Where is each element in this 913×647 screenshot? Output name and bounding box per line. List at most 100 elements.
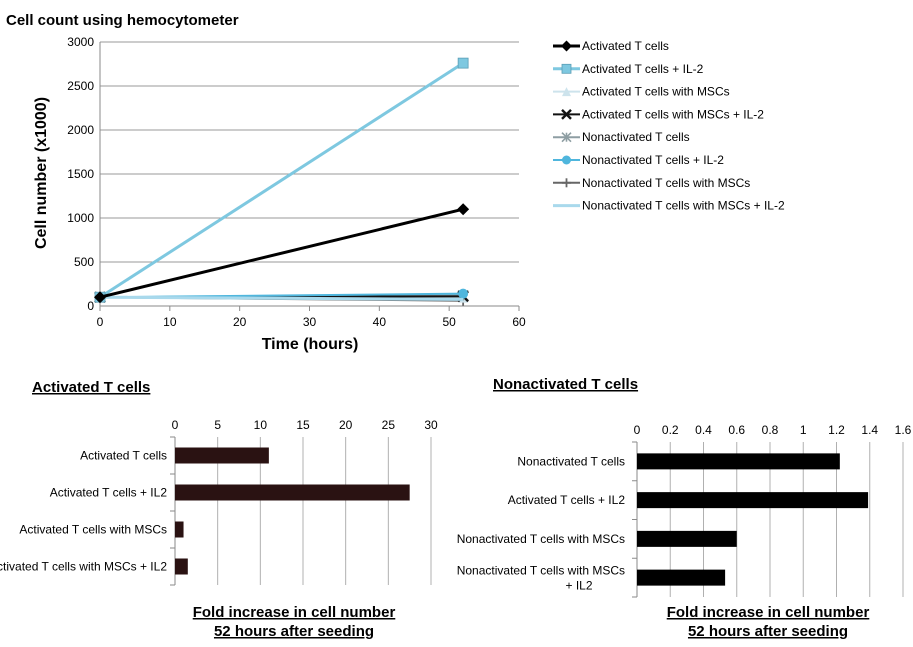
series-line (99, 207, 464, 299)
activated-bar-chart-panel: Activated T cells 0 5 10 15 20 25 30 Activated … (0, 379, 438, 640)
series-line (99, 295, 464, 301)
bar (175, 521, 184, 538)
line-chart-panel: Cell count using hemocytometer 050010001… (6, 12, 785, 353)
bar (637, 453, 840, 470)
category-label: Activated T cells with MSCs + IL2 (0, 560, 167, 574)
activated-bar-chart-title: Activated T cells (32, 379, 150, 396)
category-label-line: Activated T cells with MSCs + IL2 (0, 560, 167, 574)
category-label: Nonactivated T cells with MSCs + IL2 (457, 564, 625, 593)
x-tick-label: 25 (382, 418, 396, 432)
y-tick-label: 3000 (67, 35, 94, 49)
category-label: Activated T cells + IL2 (508, 493, 626, 507)
y-tick-label: 0 (87, 299, 94, 313)
x-tick-label: 1.4 (861, 423, 878, 437)
legend-label: Activated T cells + IL-2 (582, 62, 704, 76)
x-axis-label-line: 52 hours after seeding (214, 623, 374, 640)
category-label-line: Nonactivated T cells with MSCs (457, 532, 625, 546)
category-label-line: Nonactivated T cells (517, 454, 625, 468)
legend-label: Nonactivated T cells (582, 130, 690, 144)
legend-entry: Nonactivated T cells with MSCs (553, 176, 750, 190)
diamond-marker (561, 40, 572, 52)
circle-marker (562, 155, 571, 165)
bar (637, 530, 737, 547)
plus-marker (562, 178, 571, 188)
x-tick-label: 60 (512, 315, 526, 329)
legend-label: Activated T cells (582, 39, 669, 53)
circle-marker (458, 288, 469, 299)
x-tick-label: 0.8 (762, 423, 779, 437)
series-7 (99, 295, 464, 301)
category-label-line: + IL2 (565, 579, 592, 593)
x-tick-label: 50 (442, 315, 456, 329)
legend-entry: Activated T cells with MSCs (553, 85, 730, 99)
x-tick-label: 0.4 (695, 423, 712, 437)
y-tick-label: 2500 (67, 79, 94, 93)
x-tick-label: 1.6 (895, 423, 912, 437)
category-label-line: Activated T cells + IL2 (50, 486, 168, 500)
legend-entry: Activated T cells + IL-2 (553, 62, 704, 76)
x-tick-label: 20 (339, 418, 353, 432)
x-tick-label: 0 (97, 315, 104, 329)
line-chart-legend: Activated T cells Activated T cells + IL-… (553, 39, 785, 213)
square-marker (457, 57, 469, 69)
bar (175, 558, 188, 575)
line-chart-grid (100, 41, 519, 307)
x-tick-label: 30 (303, 315, 317, 329)
category-label-line: Activated T cells with MSCs (19, 523, 167, 537)
nonactivated-bar-chart-title: Nonactivated T cells (493, 376, 638, 393)
category-label: Activated T cells (80, 449, 167, 463)
legend-label: Nonactivated T cells + IL-2 (582, 153, 724, 167)
x-tick-label: 0.2 (662, 423, 679, 437)
legend-entry: Activated T cells with MSCs + IL-2 (553, 107, 764, 121)
line-chart-title: Cell count using hemocytometer (6, 12, 239, 29)
bar (637, 569, 726, 586)
triangle-marker (562, 87, 571, 97)
category-label-line: Nonactivated T cells with MSCs (457, 564, 625, 578)
category-label-line: Activated T cells (80, 449, 167, 463)
x-tick-label: 30 (424, 418, 438, 432)
line-chart-y-axis-label: Cell number (x1000) (33, 97, 50, 249)
category-label: Nonactivated T cells (517, 454, 625, 468)
diamond-marker (457, 203, 470, 216)
x-tick-label: 15 (296, 418, 310, 432)
y-tick-label: 2000 (67, 123, 94, 137)
category-label: Activated T cells + IL2 (50, 486, 168, 500)
legend-label: Nonactivated T cells with MSCs + IL-2 (582, 199, 785, 213)
nonactivated-bar-chart-x-axis-label: Fold increase in cell number 52 hours aft… (667, 604, 870, 640)
y-tick-label: 1000 (67, 211, 94, 225)
legend-label: Nonactivated T cells with MSCs (582, 176, 750, 190)
nonactivated-bar-chart-body: 0 0.2 0.4 0.6 0.8 1 1.2 1.4 1.6 Nonactivated T ce… (457, 423, 912, 598)
x-tick-label: 5 (214, 418, 221, 432)
category-label: Nonactivated T cells with MSCs (457, 532, 625, 546)
bar (175, 447, 269, 464)
bar (175, 484, 410, 501)
category-label: Activated T cells with MSCs (19, 523, 167, 537)
series-0 (94, 203, 470, 304)
x-axis-label-line: 52 hours after seeding (688, 623, 848, 640)
series-1 (94, 57, 469, 303)
x-tick-label: 0 (634, 423, 641, 437)
category-label-line: Activated T cells + IL2 (508, 493, 626, 507)
legend-label: Activated T cells with MSCs (582, 85, 730, 99)
square-marker (561, 63, 572, 74)
x-tick-label: 0 (172, 418, 179, 432)
diamond-marker (94, 291, 106, 304)
line-chart-series (94, 57, 470, 306)
x-tick-label: 10 (254, 418, 268, 432)
x-marker-stroke (561, 109, 572, 120)
star-marker (561, 132, 572, 143)
x-tick-label: 1 (800, 423, 807, 437)
x-tick-label: 0.6 (728, 423, 745, 437)
x-tick-label: 10 (163, 315, 177, 329)
legend-entry: Nonactivated T cells (553, 130, 690, 144)
y-tick-label: 500 (74, 255, 94, 269)
x-tick-label: 1.2 (828, 423, 845, 437)
nonactivated-bar-chart-panel: Nonactivated T cells 0 0.2 0.4 0.6 0.8 1 1.2 1.… (457, 376, 912, 640)
activated-bar-chart-body: 0 5 10 15 20 25 30 Activated T cells Activated T… (0, 418, 438, 586)
legend-entry: Activated T cells (553, 39, 669, 53)
line-chart-axes: 0 500 1000 1500 2000 2500 3000 0 10 20 30 40 50 60 (67, 35, 526, 329)
x-marker (561, 109, 572, 120)
legend-entry: Nonactivated T cells with MSCs + IL-2 (553, 199, 785, 213)
activated-bar-chart-x-axis-label: Fold increase in cell number 52 hours aft… (193, 604, 396, 640)
